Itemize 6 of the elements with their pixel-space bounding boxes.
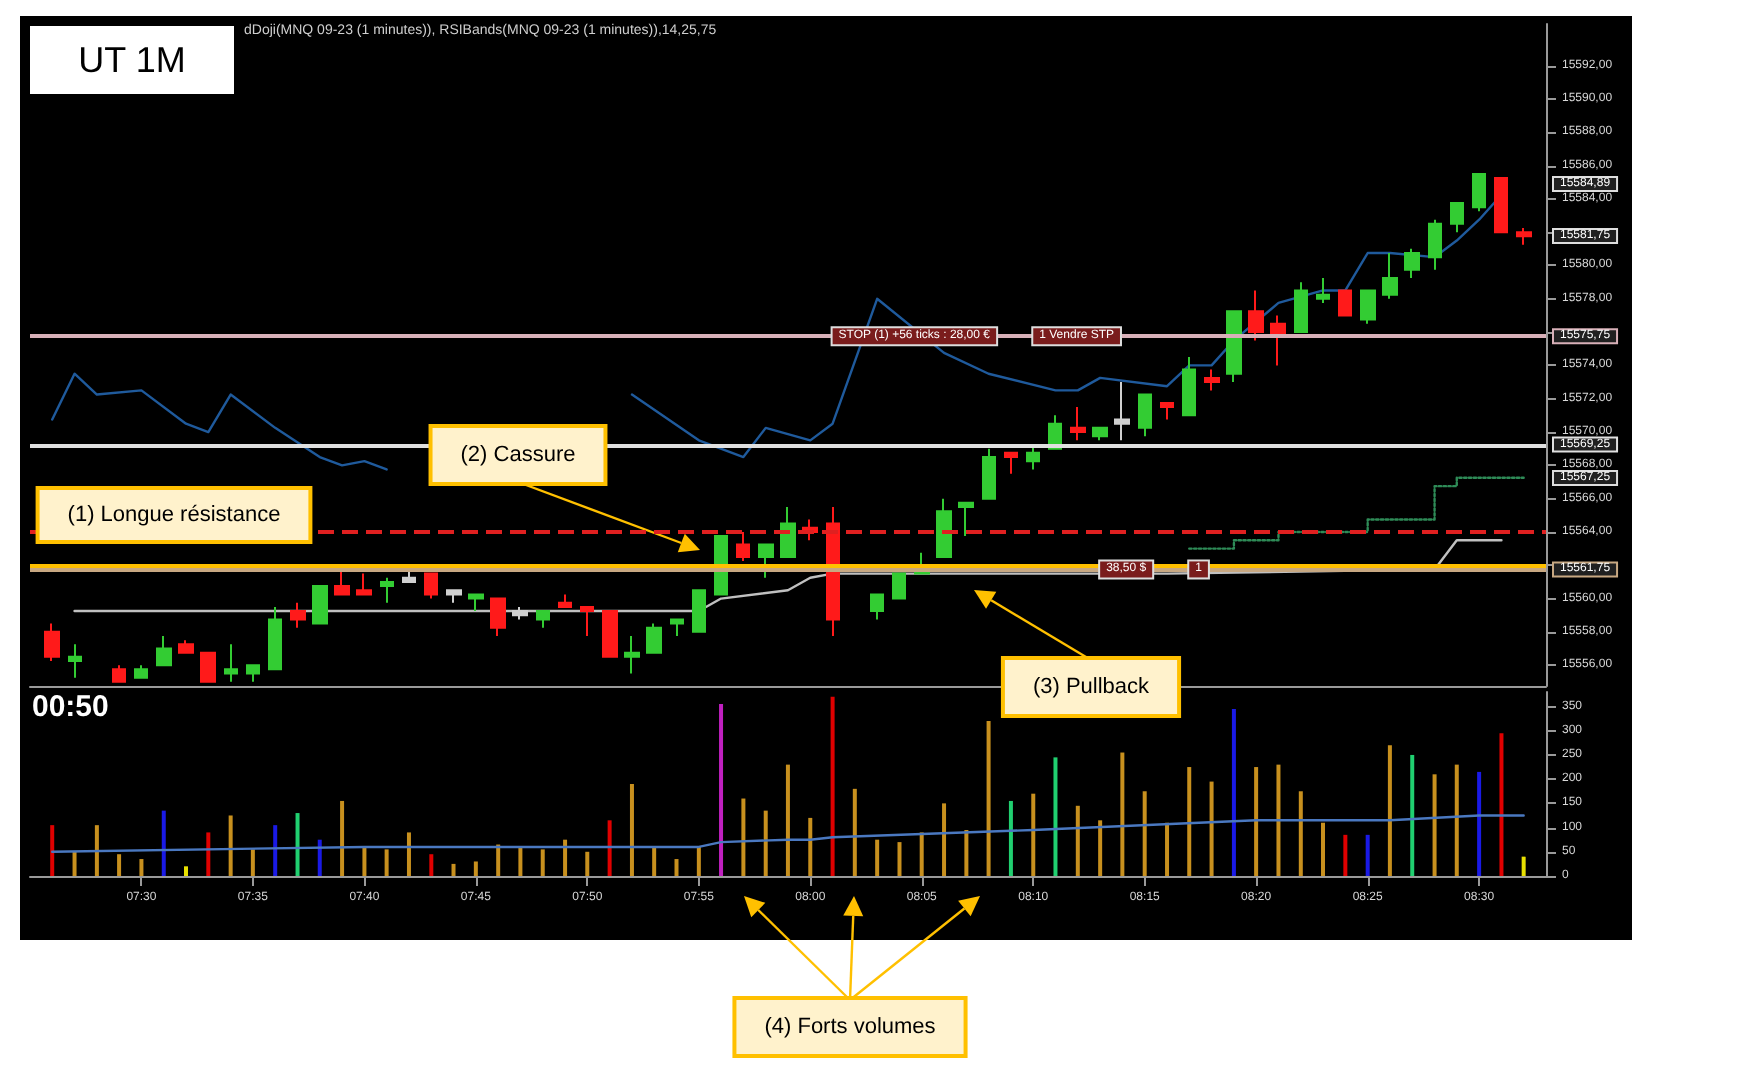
- chart-title: UT 1M: [28, 24, 236, 96]
- annotation: 00:50: [32, 690, 109, 724]
- text: (4) Forts volumes: [764, 1015, 937, 1039]
- annotation: (1) Longue résistance: [67, 503, 281, 527]
- annotation: (3) Pullback: [1032, 675, 1151, 699]
- annotation: (2) Cassure: [460, 443, 576, 467]
